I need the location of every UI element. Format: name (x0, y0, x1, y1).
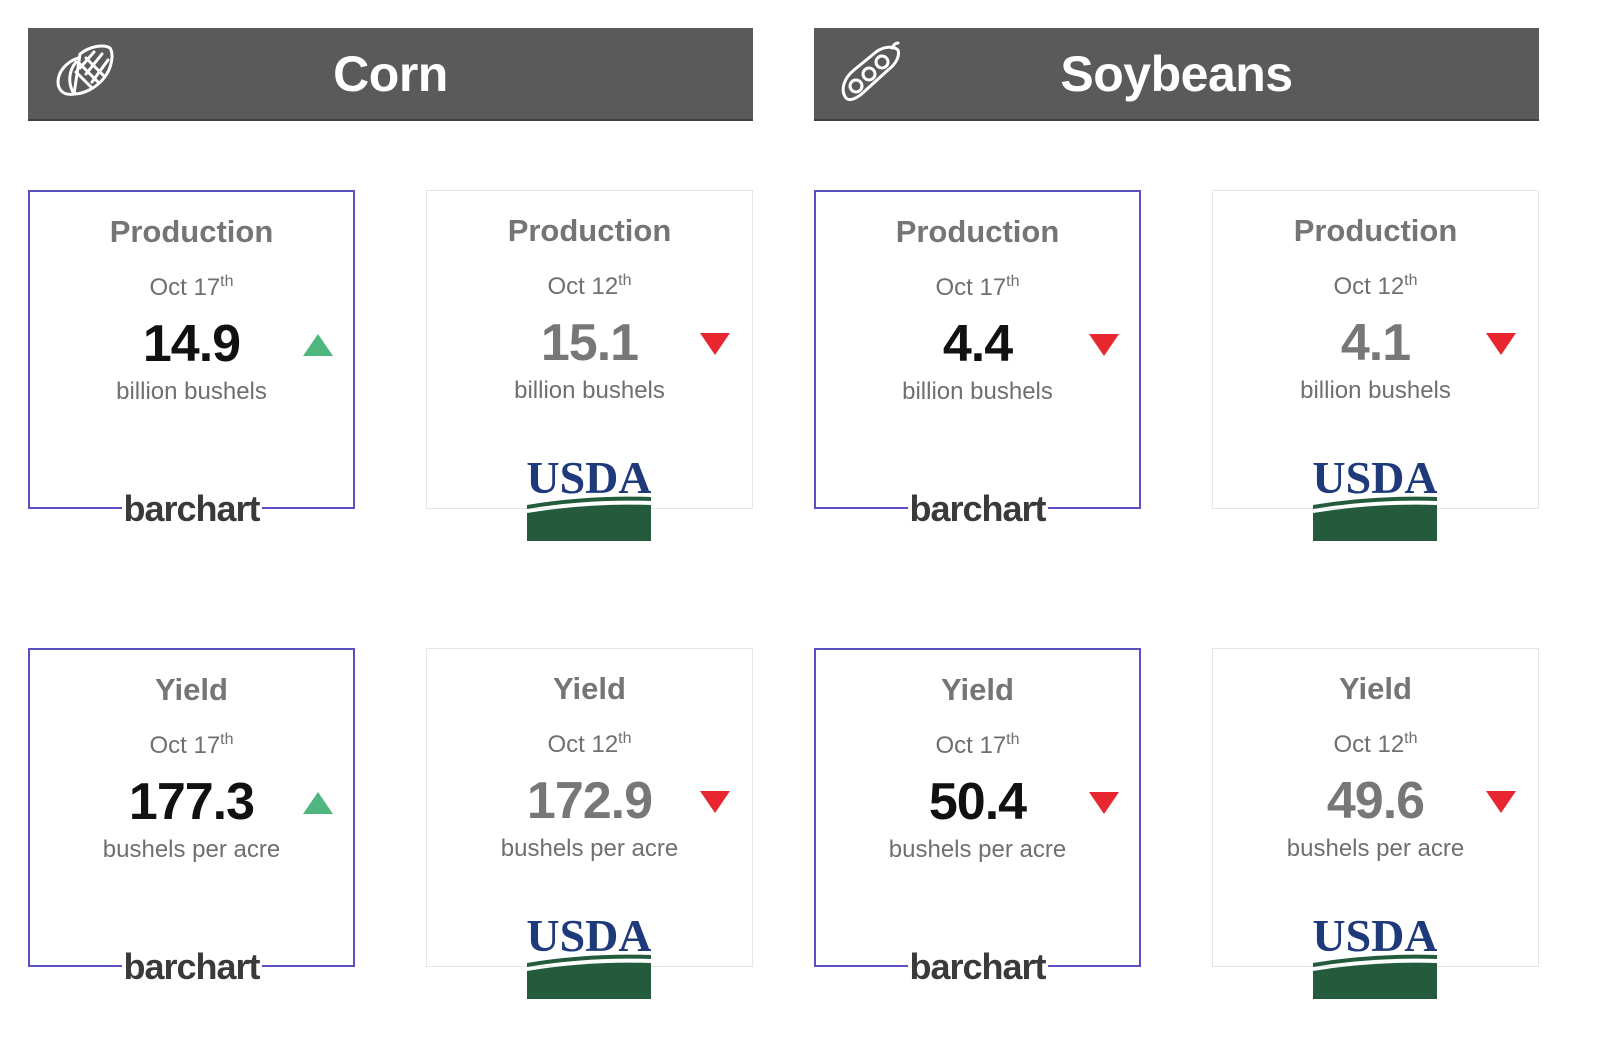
metric-value: 177.3 (128, 773, 255, 831)
trend-down-icon (1089, 334, 1119, 356)
corn-icon (56, 44, 114, 96)
barchart-logo: barchart (907, 946, 1048, 987)
unit-label: billion bushels (1300, 377, 1451, 404)
metric-label: Production (1293, 213, 1458, 248)
unit-label: bushels per acre (1286, 835, 1465, 862)
soybeans-production-usda-card: Production Oct 12th 4.1 billion bushels … (1212, 190, 1539, 541)
usda-logo: USDA (527, 911, 651, 999)
usda-logo: USDA (1313, 911, 1437, 999)
svg-text:USDA: USDA (527, 911, 651, 961)
unit-label: bushels per acre (102, 836, 281, 863)
unit-label: billion bushels (902, 378, 1053, 405)
trend-down-icon (700, 333, 730, 355)
soybeans-header: Soybeans (814, 28, 1539, 121)
metric-value: 4.4 (942, 315, 1013, 373)
metric-label: Production (109, 214, 274, 249)
metric-label: Production (507, 213, 672, 248)
trend-up-icon (303, 792, 333, 814)
trend-up-icon (303, 334, 333, 356)
metric-value: 15.1 (540, 314, 639, 372)
unit-label: bushels per acre (888, 836, 1067, 863)
unit-label: bushels per acre (500, 835, 679, 862)
report-date: Oct 12th (547, 730, 632, 759)
corn-yield-usda-card: Yield Oct 12th 172.9 bushels per acre US… (426, 648, 753, 999)
metric-value: 4.1 (1340, 314, 1411, 372)
report-date: Oct 17th (935, 273, 1020, 302)
metric-value: 50.4 (928, 773, 1027, 831)
report-date: Oct 12th (1333, 730, 1418, 759)
usda-logo: USDA (527, 453, 651, 541)
report-date: Oct 17th (935, 731, 1020, 760)
svg-text:USDA: USDA (1313, 453, 1437, 503)
report-date: Oct 17th (149, 273, 234, 302)
metric-value: 172.9 (526, 772, 653, 830)
corn-header: Corn (28, 28, 753, 121)
unit-label: billion bushels (514, 377, 665, 404)
report-date: Oct 17th (149, 731, 234, 760)
trend-down-icon (700, 791, 730, 813)
soybeans-production-barchart-card: Production Oct 17th 4.4 billion bushels … (814, 190, 1141, 529)
corn-production-usda-card: Production Oct 12th 15.1 billion bushels… (426, 190, 753, 541)
metric-label: Yield (941, 672, 1014, 707)
corn-yield-barchart-card: Yield Oct 17th 177.3 bushels per acre ba… (28, 648, 355, 987)
soybeans-yield-barchart-card: Yield Oct 17th 50.4 bushels per acre bar… (814, 648, 1141, 987)
metric-label: Yield (1339, 671, 1412, 706)
corn-production-barchart-card: Production Oct 17th 14.9 billion bushels… (28, 190, 355, 529)
svg-text:USDA: USDA (1313, 911, 1437, 961)
barchart-logo: barchart (907, 488, 1048, 529)
metric-value: 14.9 (142, 315, 241, 373)
report-date: Oct 12th (547, 272, 632, 301)
metric-label: Yield (155, 672, 228, 707)
report-date: Oct 12th (1333, 272, 1418, 301)
svg-text:USDA: USDA (527, 453, 651, 503)
metric-label: Yield (553, 671, 626, 706)
unit-label: billion bushels (116, 378, 267, 405)
trend-down-icon (1486, 333, 1516, 355)
trend-down-icon (1486, 791, 1516, 813)
soybeans-yield-usda-card: Yield Oct 12th 49.6 bushels per acre USD… (1212, 648, 1539, 999)
metric-value: 49.6 (1326, 772, 1425, 830)
usda-logo: USDA (1313, 453, 1437, 541)
crop-title: Corn (333, 45, 448, 102)
metric-label: Production (895, 214, 1060, 249)
barchart-logo: barchart (121, 488, 262, 529)
barchart-logo: barchart (121, 946, 262, 987)
crop-title: Soybeans (1060, 45, 1293, 102)
soybean-pod-icon (841, 41, 900, 102)
trend-down-icon (1089, 792, 1119, 814)
